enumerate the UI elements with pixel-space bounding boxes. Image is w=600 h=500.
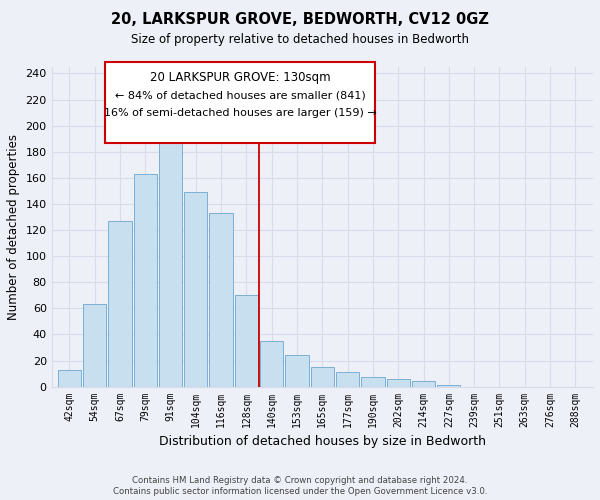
Text: 20 LARKSPUR GROVE: 130sqm: 20 LARKSPUR GROVE: 130sqm	[149, 72, 331, 85]
X-axis label: Distribution of detached houses by size in Bedworth: Distribution of detached houses by size …	[159, 435, 486, 448]
Bar	[260, 341, 283, 386]
Bar	[235, 296, 258, 386]
Text: 16% of semi-detached houses are larger (159) →: 16% of semi-detached houses are larger (…	[104, 108, 376, 118]
Y-axis label: Number of detached properties: Number of detached properties	[7, 134, 20, 320]
Bar	[159, 142, 182, 386]
Bar	[209, 213, 233, 386]
Bar	[386, 379, 410, 386]
Bar	[361, 378, 385, 386]
Bar	[412, 382, 435, 386]
Bar	[134, 174, 157, 386]
Text: 20, LARKSPUR GROVE, BEDWORTH, CV12 0GZ: 20, LARKSPUR GROVE, BEDWORTH, CV12 0GZ	[111, 12, 489, 28]
Text: Contains HM Land Registry data © Crown copyright and database right 2024.: Contains HM Land Registry data © Crown c…	[132, 476, 468, 485]
Bar	[108, 221, 131, 386]
Bar	[184, 192, 208, 386]
Text: Contains public sector information licensed under the Open Government Licence v3: Contains public sector information licen…	[113, 488, 487, 496]
Bar	[336, 372, 359, 386]
Text: ← 84% of detached houses are smaller (841): ← 84% of detached houses are smaller (84…	[115, 90, 365, 100]
Bar	[58, 370, 81, 386]
Bar	[286, 356, 308, 386]
Text: Size of property relative to detached houses in Bedworth: Size of property relative to detached ho…	[131, 32, 469, 46]
Bar	[311, 367, 334, 386]
Bar	[83, 304, 106, 386]
